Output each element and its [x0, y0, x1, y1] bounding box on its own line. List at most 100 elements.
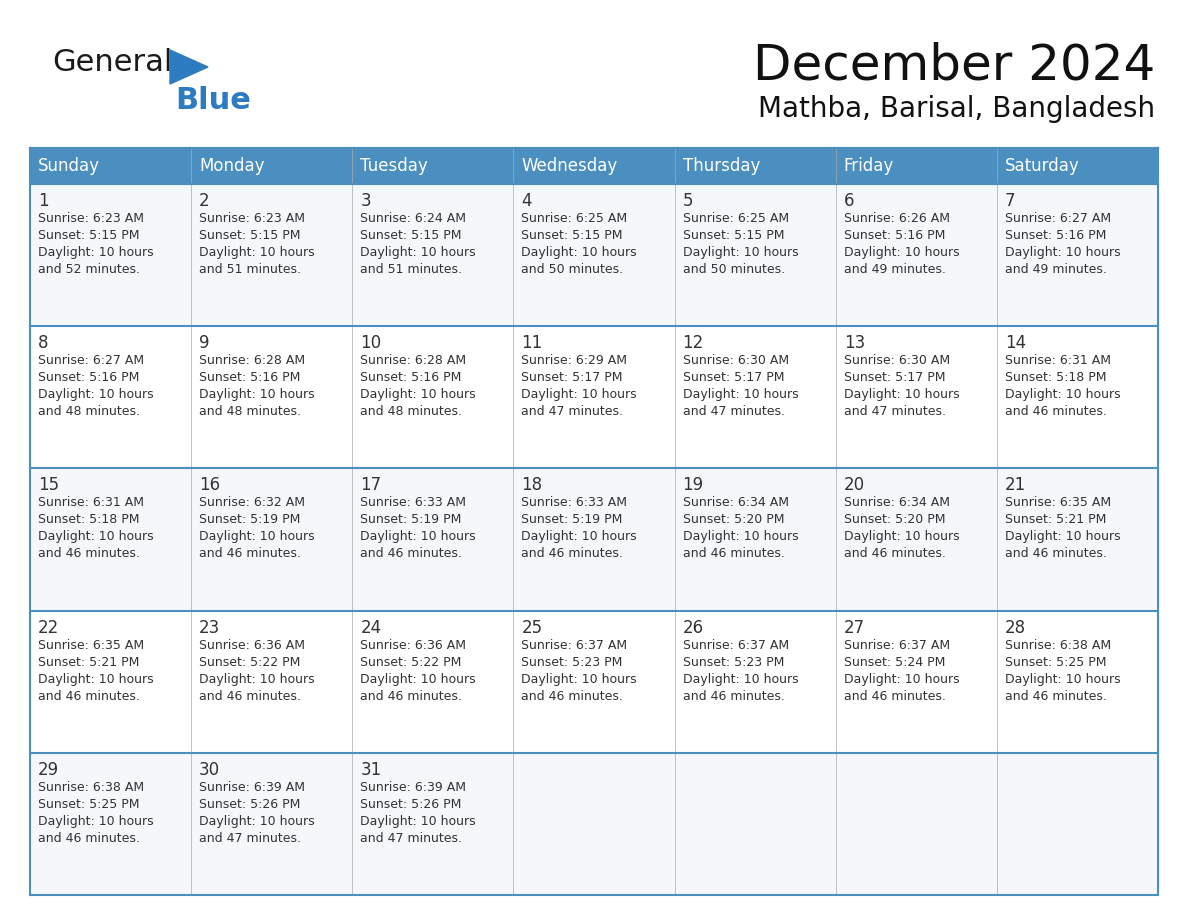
Text: 19: 19 — [683, 476, 703, 495]
Text: Sunrise: 6:37 AM: Sunrise: 6:37 AM — [843, 639, 950, 652]
Text: Sunrise: 6:37 AM: Sunrise: 6:37 AM — [683, 639, 789, 652]
Text: Sunset: 5:15 PM: Sunset: 5:15 PM — [360, 229, 462, 242]
Text: 18: 18 — [522, 476, 543, 495]
Text: and 50 minutes.: and 50 minutes. — [683, 263, 785, 276]
Text: Daylight: 10 hours: Daylight: 10 hours — [38, 246, 153, 259]
Bar — [30, 610, 191, 753]
Text: Mathba, Barisal, Bangladesh: Mathba, Barisal, Bangladesh — [758, 95, 1155, 123]
Bar — [997, 184, 1158, 326]
Text: Daylight: 10 hours: Daylight: 10 hours — [200, 815, 315, 828]
Bar — [835, 148, 997, 184]
Bar — [30, 184, 191, 326]
Text: 30: 30 — [200, 761, 220, 778]
Text: 1: 1 — [38, 192, 49, 210]
Text: Sunrise: 6:27 AM: Sunrise: 6:27 AM — [1005, 212, 1111, 225]
Text: Monday: Monday — [200, 157, 265, 175]
Text: and 48 minutes.: and 48 minutes. — [38, 405, 140, 419]
Text: Sunset: 5:15 PM: Sunset: 5:15 PM — [200, 229, 301, 242]
Text: Sunrise: 6:27 AM: Sunrise: 6:27 AM — [38, 354, 144, 367]
Bar — [675, 184, 835, 326]
Text: Sunrise: 6:32 AM: Sunrise: 6:32 AM — [200, 497, 305, 509]
Text: and 46 minutes.: and 46 minutes. — [360, 547, 462, 560]
Bar — [30, 326, 191, 468]
Bar — [191, 148, 353, 184]
Text: Daylight: 10 hours: Daylight: 10 hours — [200, 673, 315, 686]
Text: 9: 9 — [200, 334, 209, 353]
Bar — [835, 610, 997, 753]
Text: and 47 minutes.: and 47 minutes. — [843, 405, 946, 419]
Bar — [835, 184, 997, 326]
Text: Sunset: 5:15 PM: Sunset: 5:15 PM — [38, 229, 139, 242]
Text: Daylight: 10 hours: Daylight: 10 hours — [522, 246, 637, 259]
Bar — [353, 184, 513, 326]
Bar — [353, 753, 513, 895]
Bar — [997, 326, 1158, 468]
Text: Daylight: 10 hours: Daylight: 10 hours — [360, 673, 476, 686]
Bar — [835, 468, 997, 610]
Text: 26: 26 — [683, 619, 703, 636]
Text: Sunrise: 6:39 AM: Sunrise: 6:39 AM — [360, 781, 466, 794]
Text: 12: 12 — [683, 334, 703, 353]
Text: Sunrise: 6:23 AM: Sunrise: 6:23 AM — [200, 212, 305, 225]
Text: Sunrise: 6:39 AM: Sunrise: 6:39 AM — [200, 781, 305, 794]
Text: and 46 minutes.: and 46 minutes. — [522, 547, 624, 560]
Text: Blue: Blue — [175, 86, 251, 115]
Text: and 52 minutes.: and 52 minutes. — [38, 263, 140, 276]
Text: Sunrise: 6:30 AM: Sunrise: 6:30 AM — [683, 354, 789, 367]
Text: and 46 minutes.: and 46 minutes. — [200, 689, 301, 702]
Text: Sunset: 5:16 PM: Sunset: 5:16 PM — [38, 371, 139, 385]
Text: Daylight: 10 hours: Daylight: 10 hours — [200, 246, 315, 259]
Text: Daylight: 10 hours: Daylight: 10 hours — [1005, 246, 1120, 259]
Text: General: General — [52, 48, 172, 77]
Text: and 46 minutes.: and 46 minutes. — [1005, 547, 1107, 560]
Text: 20: 20 — [843, 476, 865, 495]
Text: and 46 minutes.: and 46 minutes. — [683, 547, 784, 560]
Text: Sunset: 5:19 PM: Sunset: 5:19 PM — [360, 513, 462, 526]
Text: 6: 6 — [843, 192, 854, 210]
Text: and 46 minutes.: and 46 minutes. — [522, 689, 624, 702]
Text: and 49 minutes.: and 49 minutes. — [843, 263, 946, 276]
Text: Daylight: 10 hours: Daylight: 10 hours — [360, 388, 476, 401]
Text: Sunset: 5:20 PM: Sunset: 5:20 PM — [683, 513, 784, 526]
Text: Sunrise: 6:25 AM: Sunrise: 6:25 AM — [522, 212, 627, 225]
Bar — [513, 184, 675, 326]
Text: Sunrise: 6:23 AM: Sunrise: 6:23 AM — [38, 212, 144, 225]
Bar — [191, 610, 353, 753]
Text: Sunset: 5:15 PM: Sunset: 5:15 PM — [683, 229, 784, 242]
Bar — [513, 148, 675, 184]
Text: Daylight: 10 hours: Daylight: 10 hours — [522, 531, 637, 543]
Text: Sunrise: 6:28 AM: Sunrise: 6:28 AM — [360, 354, 467, 367]
Text: Sunrise: 6:24 AM: Sunrise: 6:24 AM — [360, 212, 466, 225]
Text: and 48 minutes.: and 48 minutes. — [200, 405, 301, 419]
Text: Daylight: 10 hours: Daylight: 10 hours — [200, 531, 315, 543]
Text: Sunrise: 6:33 AM: Sunrise: 6:33 AM — [360, 497, 466, 509]
Text: Sunrise: 6:36 AM: Sunrise: 6:36 AM — [200, 639, 305, 652]
Text: Daylight: 10 hours: Daylight: 10 hours — [360, 246, 476, 259]
Bar — [835, 753, 997, 895]
Text: Sunrise: 6:31 AM: Sunrise: 6:31 AM — [1005, 354, 1111, 367]
Text: Sunset: 5:16 PM: Sunset: 5:16 PM — [1005, 229, 1106, 242]
Text: and 46 minutes.: and 46 minutes. — [843, 547, 946, 560]
Bar — [191, 753, 353, 895]
Text: 21: 21 — [1005, 476, 1026, 495]
Bar — [997, 610, 1158, 753]
Text: 23: 23 — [200, 619, 221, 636]
Text: Daylight: 10 hours: Daylight: 10 hours — [360, 815, 476, 828]
Text: Sunset: 5:23 PM: Sunset: 5:23 PM — [522, 655, 623, 668]
Text: and 50 minutes.: and 50 minutes. — [522, 263, 624, 276]
Text: Daylight: 10 hours: Daylight: 10 hours — [683, 673, 798, 686]
Text: Sunrise: 6:25 AM: Sunrise: 6:25 AM — [683, 212, 789, 225]
Text: 5: 5 — [683, 192, 693, 210]
Text: 15: 15 — [38, 476, 59, 495]
Text: Sunset: 5:15 PM: Sunset: 5:15 PM — [522, 229, 623, 242]
Text: Daylight: 10 hours: Daylight: 10 hours — [38, 673, 153, 686]
Text: and 51 minutes.: and 51 minutes. — [200, 263, 301, 276]
Text: Sunset: 5:22 PM: Sunset: 5:22 PM — [200, 655, 301, 668]
Bar — [353, 468, 513, 610]
Text: Sunrise: 6:26 AM: Sunrise: 6:26 AM — [843, 212, 949, 225]
Text: and 46 minutes.: and 46 minutes. — [38, 689, 140, 702]
Text: Sunset: 5:21 PM: Sunset: 5:21 PM — [1005, 513, 1106, 526]
Text: 27: 27 — [843, 619, 865, 636]
Bar — [513, 610, 675, 753]
Text: 28: 28 — [1005, 619, 1026, 636]
